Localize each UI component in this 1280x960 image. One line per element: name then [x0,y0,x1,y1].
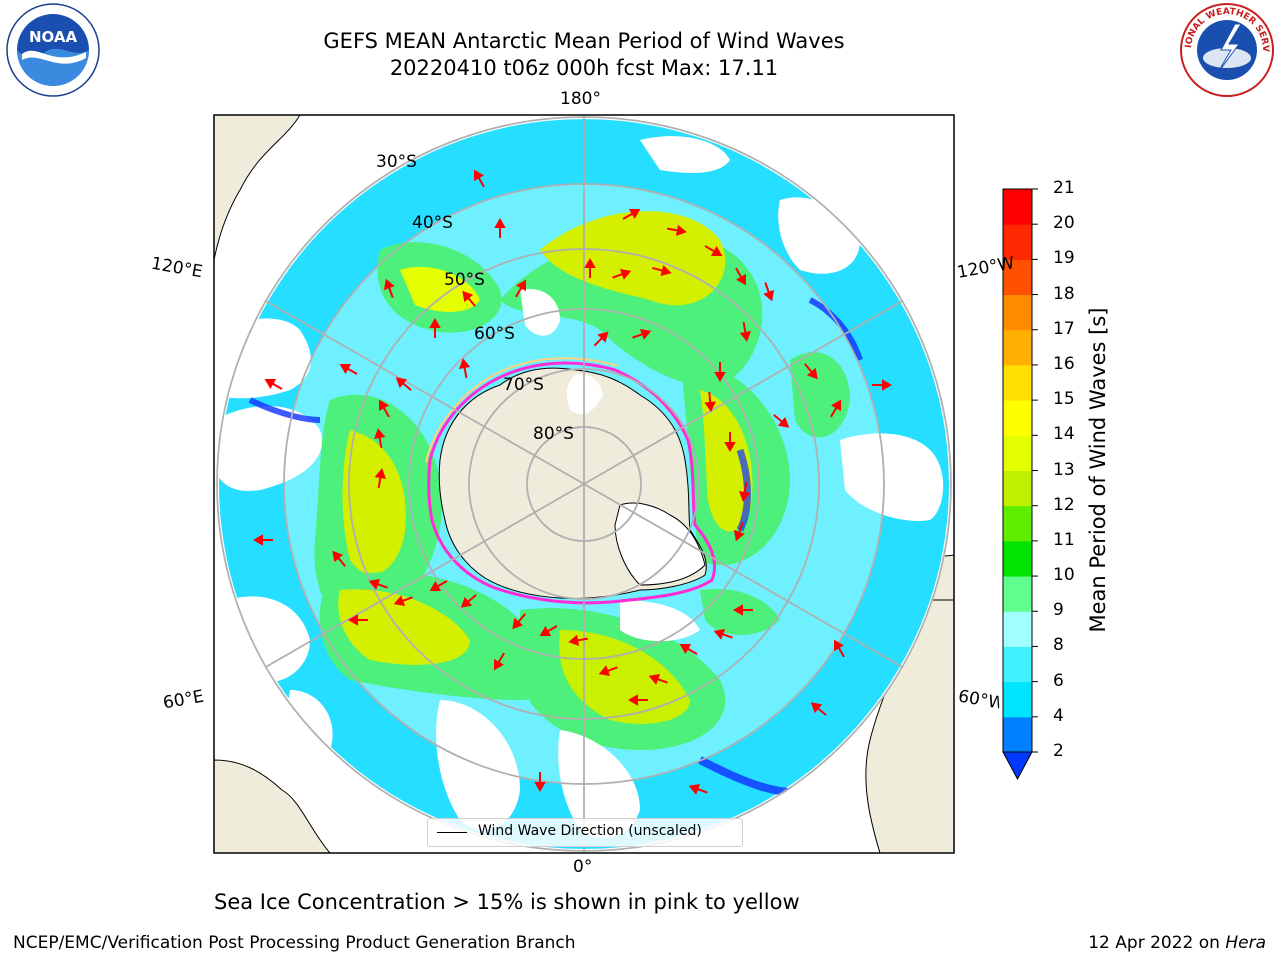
legend-label: Wind Wave Direction (unscaled) [478,823,702,839]
colorbar-tick-label: 19 [1053,248,1075,269]
colorbar-swatch [1003,224,1032,260]
colorbar-tick-label: 10 [1053,565,1075,586]
chart-subtitle: 20220410 t06z 000h fcst Max: 17.11 [389,56,779,80]
colorbar-swatch [1003,716,1032,753]
colorbar-extend-arrow [1002,751,1033,781]
antarctica [425,357,717,605]
colorbar-tick-label: 11 [1053,529,1075,550]
colorbar-swatch [1003,400,1032,436]
colorbar-swatch [1003,505,1032,542]
colorbar-swatch [1003,259,1032,296]
footer-host: Hera [1225,933,1266,953]
colorbar-swatch [1003,294,1032,331]
colorbar-tick-label: 6 [1053,670,1064,691]
colorbar-swatch [1003,470,1032,507]
lat-label-30s: 30°S [376,152,417,172]
colorbar-swatch [1003,540,1032,577]
colorbar-tick-label: 20 [1053,213,1075,234]
noaa-logo: NOAA [6,3,100,97]
colorbar-tick-label: 21 [1053,178,1075,198]
colorbar-swatch [1003,435,1032,471]
colorbar-tick-label: 16 [1053,353,1075,374]
footer-date: 12 Apr 2022 on Hera [1088,933,1266,953]
colorbar-swatch [1003,646,1032,683]
sea-ice-caption: Sea Ice Concentration > 15% is shown in … [214,890,800,914]
colorbar-swatch [1003,329,1032,366]
colorbar-tick-label: 18 [1053,283,1075,304]
colorbar-tick-label: 9 [1053,600,1064,621]
chart-title: GEFS MEAN Antarctic Mean Period of Wind … [323,29,845,53]
wind-wave-arrows [252,169,893,795]
colorbar-swatch [1003,189,1032,225]
map-legend: Wind Wave Direction (unscaled) [427,818,743,847]
colorbar-tick-label: 8 [1053,635,1064,656]
colorbar-swatch [1003,364,1032,401]
colorbar-tick-label: 15 [1053,389,1075,410]
colorbar-swatch [1003,576,1032,612]
colorbar-tick-label: 13 [1053,459,1075,480]
legend-line-sample [437,832,467,833]
colorbar-swatch [1003,681,1032,718]
lon-label-180: 180° [560,89,601,109]
colorbar-swatch [1003,611,1032,647]
lat-label-40s: 40°S [412,213,453,233]
colorbar-tick-label: 2 [1053,741,1064,761]
nws-logo: NATIONAL WEATHER SERVICE [1177,2,1274,97]
noaa-logo-text: NOAA [29,28,78,46]
footer-credit: NCEP/EMC/Verification Post Processing Pr… [13,933,576,953]
footer-date-text: 12 Apr 2022 on [1088,933,1226,953]
lat-label-50s: 50°S [444,270,485,290]
colorbar-tick-label: 4 [1053,705,1064,726]
colorbar-tick-label: 12 [1053,494,1075,515]
lat-label-80s: 80°S [533,424,574,444]
lon-label-0: 0° [573,857,593,877]
lat-label-60s: 60°S [474,324,515,344]
colorbar-label: Mean Period of Wind Waves [s] [1086,307,1110,633]
colorbar-tick-label: 14 [1053,424,1075,445]
colorbar-tick-label: 17 [1053,318,1075,339]
colorbar [1002,188,1038,781]
map-frame [213,114,955,854]
longitude-grid [263,116,905,852]
lat-label-70s: 70°S [503,375,544,395]
